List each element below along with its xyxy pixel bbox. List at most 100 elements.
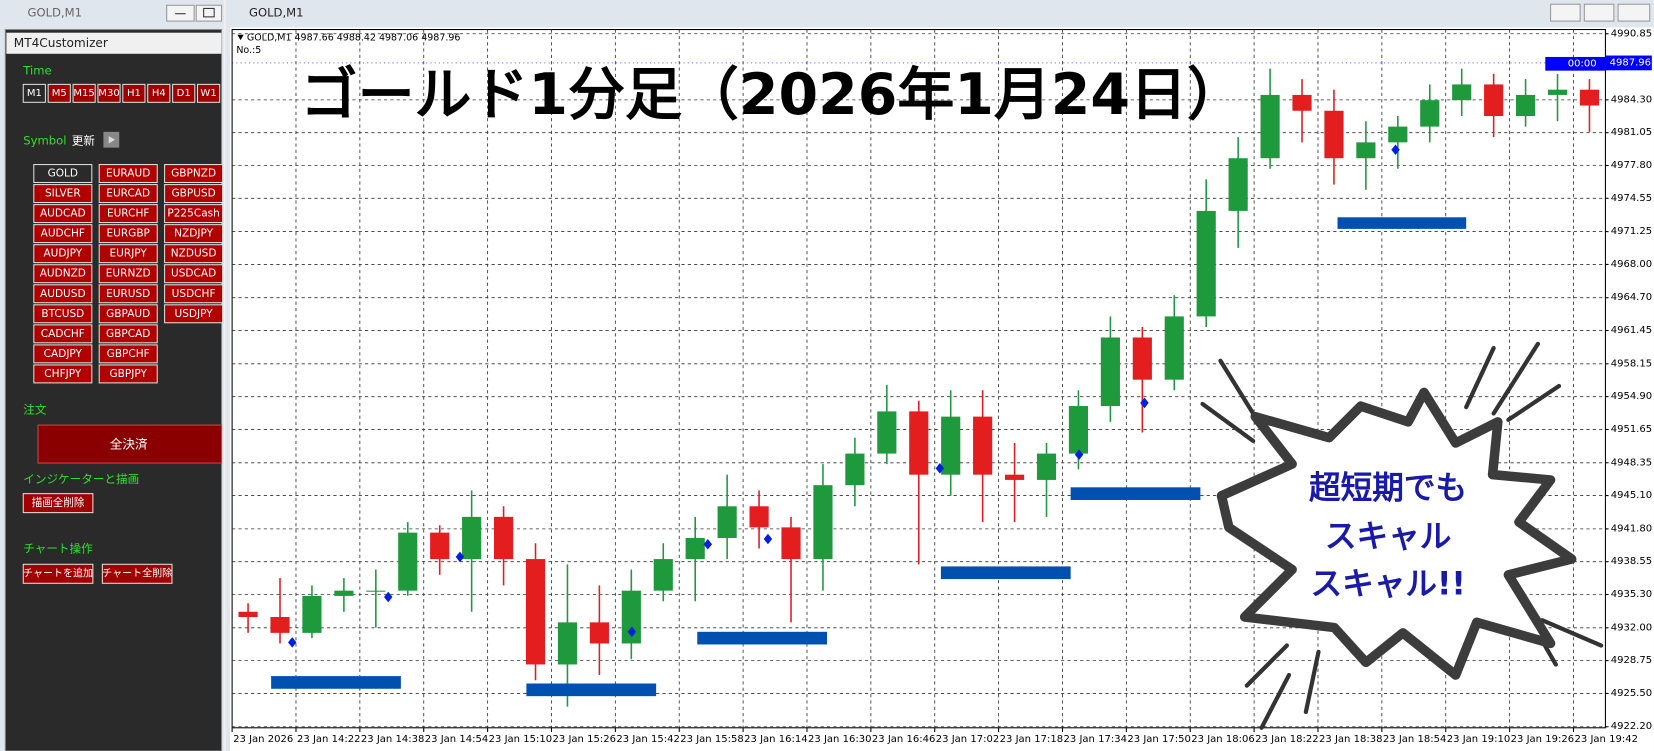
symbol-button[interactable] <box>98 304 158 324</box>
symbol-button[interactable] <box>98 184 158 204</box>
symbol-button[interactable] <box>33 304 93 324</box>
candle-body <box>781 527 801 560</box>
zone <box>1070 487 1201 500</box>
restore-button[interactable] <box>1583 3 1615 22</box>
symbol-button[interactable] <box>164 244 224 264</box>
symbol-button[interactable] <box>164 204 224 224</box>
button-label: AUDCHF <box>41 228 85 240</box>
candle-body <box>557 622 578 665</box>
x-tick-label: 23 Jan 15:42 <box>616 734 679 745</box>
y-tick-label: 4938.55 <box>1611 556 1652 567</box>
symbol-button[interactable] <box>33 284 93 304</box>
symbol-button[interactable] <box>164 224 224 244</box>
panel-header <box>6 32 222 54</box>
timeframe-button[interactable] <box>22 83 46 103</box>
button-label: NZDJPY <box>174 228 213 240</box>
candle-body <box>1515 94 1536 117</box>
button-label: EURNZD <box>106 268 151 280</box>
button-label: GBPCAD <box>106 328 150 340</box>
symbol-button[interactable] <box>98 224 158 244</box>
y-tick-label: 4977.80 <box>1611 160 1652 171</box>
symbol-button[interactable] <box>98 204 158 224</box>
candle-body <box>1547 89 1568 95</box>
add-chart-button[interactable] <box>22 563 94 584</box>
candles <box>232 62 1606 707</box>
symbol-button[interactable] <box>33 184 93 204</box>
symbol-button[interactable] <box>33 224 93 244</box>
symbol-button[interactable] <box>98 344 158 364</box>
section-label: 注文 <box>23 402 47 416</box>
symbol-button[interactable] <box>98 324 158 344</box>
x-tick-label: 23 Jan 19:42 <box>1575 734 1638 745</box>
x-tick-label: 23 Jan 18:06 <box>1191 734 1254 745</box>
x-tick-label: 23 Jan 16:46 <box>872 734 935 745</box>
candle-body <box>1068 406 1089 454</box>
candle-body <box>941 416 961 475</box>
timeframe-button[interactable] <box>72 83 96 103</box>
y-tick-label: 4941.80 <box>1611 523 1652 534</box>
section-label: Time <box>22 64 51 78</box>
candle-body <box>462 516 482 560</box>
symbol-button[interactable] <box>164 284 224 304</box>
candle-body <box>685 537 705 560</box>
button-label: M15 <box>73 88 94 99</box>
symbol-button[interactable] <box>164 164 224 184</box>
chart-subheader: No.:5 <box>236 45 261 56</box>
timeframe-button[interactable] <box>196 83 221 103</box>
x-tick-label: 23 Jan 17:50 <box>1127 734 1190 745</box>
button-label: H4 <box>152 88 166 99</box>
candle-body <box>1260 94 1280 159</box>
button-label: EURUSD <box>106 288 150 300</box>
symbol-button[interactable] <box>164 264 224 284</box>
x-tick-label: 23 Jan 14:22 <box>297 734 360 745</box>
symbol-button[interactable] <box>33 204 93 224</box>
symbol-button[interactable] <box>33 344 93 364</box>
symbol-button[interactable] <box>98 164 158 184</box>
chart-header: GOLD,M1 4987.66 4988.42 4987.06 4987.96 <box>247 32 461 43</box>
timer: 00:00 <box>1568 58 1597 69</box>
candle-body <box>877 411 897 454</box>
button-label: BTCUSD <box>41 308 84 320</box>
symbol-button[interactable] <box>98 284 158 304</box>
refresh-label: 更新 <box>72 133 96 147</box>
timeframe-button[interactable] <box>172 83 196 103</box>
x-tick-label: 23 Jan 18:22 <box>1255 734 1318 745</box>
symbol-button[interactable] <box>33 264 93 284</box>
symbol-button[interactable] <box>164 304 224 324</box>
timeframe-button[interactable] <box>147 83 171 103</box>
candle-body <box>1292 94 1312 111</box>
button-label: P225Cash <box>167 208 219 220</box>
minimize-button[interactable] <box>166 4 195 22</box>
timeframe-button[interactable] <box>97 83 121 103</box>
x-tick-label: 23 Jan 15:58 <box>680 734 743 745</box>
button-label: USDCAD <box>171 268 216 280</box>
symbol-button[interactable] <box>33 364 93 384</box>
button-label: GBPUSD <box>171 188 215 200</box>
timeframe-button[interactable] <box>122 83 146 103</box>
zone <box>271 676 401 689</box>
candle-body <box>1196 210 1216 317</box>
symbol-button[interactable] <box>33 324 93 344</box>
symbol-button[interactable] <box>98 264 158 284</box>
close-all-button[interactable] <box>37 424 223 464</box>
symbol-button[interactable] <box>33 244 93 264</box>
symbol-button[interactable] <box>33 164 93 184</box>
delete-drawings-button[interactable] <box>22 493 94 514</box>
close-button[interactable] <box>1617 3 1651 22</box>
minimize-button[interactable] <box>1550 3 1581 22</box>
symbol-button[interactable] <box>98 364 158 384</box>
timeframe-button[interactable] <box>47 83 71 103</box>
delete-charts-button[interactable] <box>101 563 173 584</box>
candle-body <box>653 559 673 591</box>
symbol-button[interactable] <box>98 244 158 264</box>
symbol-button[interactable] <box>164 184 224 204</box>
y-tick-label: 4984.30 <box>1611 94 1652 105</box>
maximize-button[interactable] <box>195 4 223 22</box>
candle-body <box>1132 337 1152 380</box>
candle-body <box>334 590 354 596</box>
x-tick-label: 23 Jan 17:34 <box>1064 734 1127 745</box>
candle-body <box>1388 126 1408 143</box>
x-tick-label: 23 Jan 14:54 <box>425 734 488 745</box>
signal <box>455 551 465 563</box>
y-tick-label: 4971.25 <box>1611 226 1652 237</box>
